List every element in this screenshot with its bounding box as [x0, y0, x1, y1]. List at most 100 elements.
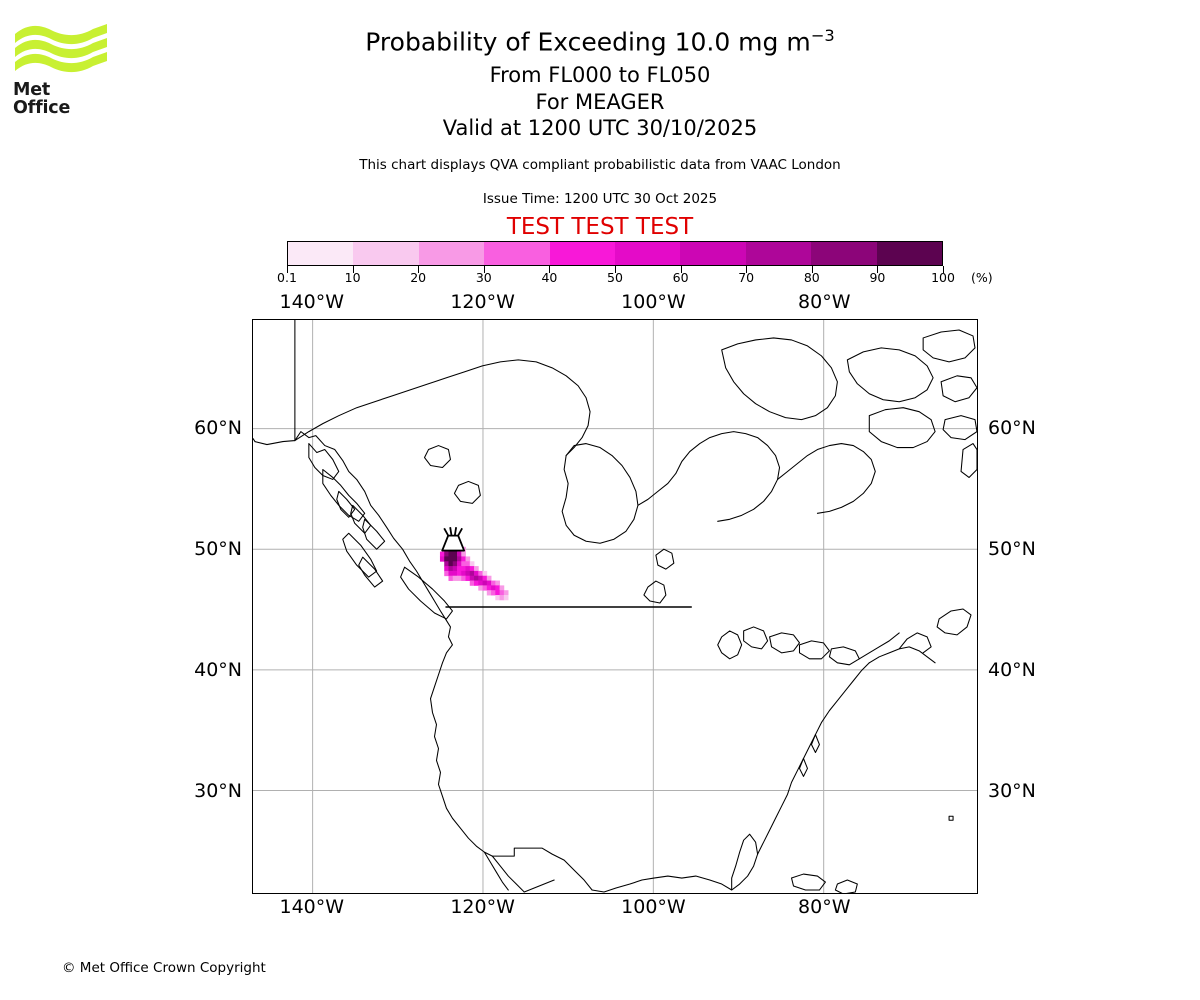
ash-cell: [461, 556, 466, 562]
ash-cell: [448, 570, 454, 577]
colorbar-tick: [287, 266, 288, 273]
ash-cell: [499, 595, 505, 601]
colorbar-tick: [418, 266, 420, 273]
test-banner: TEST TEST TEST: [506, 214, 694, 240]
ash-cell: [452, 570, 458, 577]
ash-cell: [444, 561, 449, 567]
colorbar-tick: [811, 266, 813, 273]
ash-cell: [503, 590, 509, 596]
colorbar-tick-label: 60: [672, 270, 689, 285]
colorbar-band-5: [615, 242, 681, 265]
ash-cell: [444, 566, 449, 572]
ash-cell: [452, 566, 458, 572]
colorbar-tick-labels: 0.1 10 20 30 40 50 60 70 80 90 100: [0, 270, 1200, 288]
ash-cell: [482, 575, 488, 581]
ash-cell: [439, 556, 445, 562]
latitude-label-left: 40°N: [194, 659, 242, 682]
colorbar-tick-label: 30: [475, 270, 492, 285]
colorbar-tick-label: 20: [410, 270, 427, 285]
colorbar-tick-label: 90: [869, 270, 886, 285]
ash-cell: [456, 570, 462, 577]
ash-cell: [465, 556, 471, 562]
latitude-label-left: 60°N: [194, 416, 242, 439]
longitude-label-bottom: 140°W: [279, 896, 345, 918]
copyright-notice: © Met Office Crown Copyright: [62, 960, 266, 976]
page-title: Probability of Exceeding 10.0 mg m−3: [0, 26, 1200, 57]
data-source-note: This chart displays QVA compliant probab…: [359, 157, 841, 173]
longitude-label-top: 80°W: [798, 291, 851, 313]
ash-cell: [469, 575, 475, 581]
probability-colorbar: [287, 241, 943, 266]
ash-cell: [482, 580, 488, 586]
ash-cell: [499, 590, 505, 596]
ash-cell: [478, 570, 483, 577]
ash-cell: [444, 556, 449, 562]
coastlines: [253, 320, 977, 893]
ash-cell: [465, 566, 471, 572]
latitude-label-right: 60°N: [988, 416, 1036, 439]
ash-cell: [461, 566, 466, 572]
ash-cell: [495, 590, 500, 596]
colorbar-unit-label: (%): [971, 270, 993, 285]
map-canvas: [253, 320, 977, 893]
logo-waves-icon: [15, 24, 107, 73]
volcano-marker-icon: [441, 527, 466, 552]
colorbar-tick: [483, 266, 485, 273]
colorbar-band-7: [745, 242, 812, 265]
colorbar-band-0: [288, 242, 354, 265]
ash-cell: [478, 585, 483, 591]
latitude-label-right: 40°N: [988, 659, 1036, 682]
ash-cell: [491, 580, 496, 586]
ash-cell: [461, 570, 466, 577]
longitude-label-bottom: 120°W: [450, 896, 515, 918]
colorbar-tick: [943, 266, 944, 273]
ash-cell: [456, 551, 462, 557]
ash-cell: [495, 595, 500, 601]
ash-cell: [486, 590, 492, 596]
colorbar-tick: [549, 266, 551, 273]
ash-cell: [448, 556, 454, 562]
valid-time-label: Valid at 1200 UTC 30/10/2025: [442, 116, 758, 140]
colorbar-band-1: [353, 242, 419, 265]
ash-cell: [469, 566, 475, 572]
longitude-label-top: 120°W: [450, 291, 515, 313]
ash-cell: [452, 551, 458, 557]
colorbar-tick-label: 50: [607, 270, 623, 285]
ash-cell: [491, 585, 496, 591]
colorbar-tick: [746, 266, 748, 273]
longitude-label-bottom: 100°W: [621, 896, 686, 918]
ash-cell: [474, 566, 479, 572]
ash-cell: [456, 575, 462, 581]
colorbar-tick: [352, 266, 354, 273]
ash-cell: [499, 585, 505, 591]
colorbar-tick: [877, 266, 879, 273]
ash-cell: [456, 556, 462, 562]
ash-cell: [482, 585, 488, 591]
colorbar-tick-label: 80: [803, 270, 820, 285]
ash-cell: [486, 575, 492, 581]
ash-cell: [448, 551, 454, 557]
colorbar-tick-label: 40: [541, 270, 558, 285]
volcano-name-label: For MEAGER: [535, 90, 665, 114]
colorbar-tick-label: 0.1: [277, 270, 297, 285]
ash-cell: [478, 580, 483, 586]
flight-level-range: From FL000 to FL050: [489, 63, 711, 87]
colorbar-band-4: [549, 242, 616, 265]
issue-time-label: Issue Time: 1200 UTC 30 Oct 2025: [482, 191, 718, 207]
ash-cell: [439, 551, 445, 557]
ash-cell: [461, 551, 466, 557]
latitude-label-left: 30°N: [194, 780, 242, 803]
colorbar-tick: [615, 266, 616, 273]
ash-cell: [452, 575, 458, 581]
colorbar-band-3: [484, 242, 550, 265]
colorbar-band-9: [876, 242, 943, 265]
ash-cell: [474, 570, 479, 577]
ash-cell: [461, 575, 466, 581]
colorbar-band-2: [418, 242, 485, 265]
latitude-label-right: 30°N: [988, 780, 1036, 803]
colorbar-band-8: [811, 242, 877, 265]
longitude-label-top: 140°W: [279, 291, 345, 313]
ash-cell: [456, 561, 462, 567]
colorbar-tick-label: 100: [931, 270, 955, 285]
ash-cell: [456, 566, 462, 572]
